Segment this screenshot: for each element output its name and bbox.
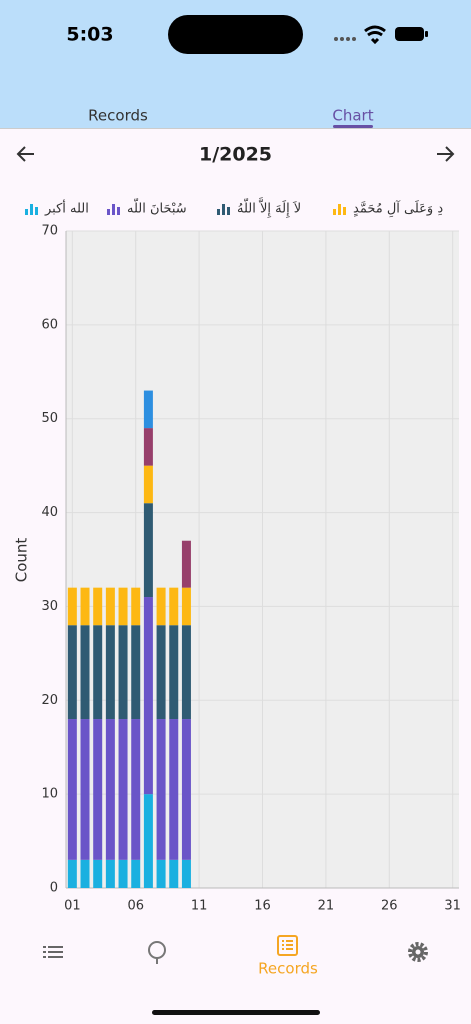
legend-icon — [338, 204, 341, 215]
y-tick-label: 70 — [41, 224, 58, 239]
legend-icon — [343, 207, 346, 215]
nav-records-list[interactable] — [43, 946, 63, 958]
bar-segment — [181, 540, 191, 588]
month-title: 1/2025 — [199, 144, 272, 166]
x-tick-label: 01 — [64, 899, 81, 914]
y-tick-label: 10 — [41, 787, 58, 802]
home-indicator — [152, 1010, 320, 1015]
next-month-button[interactable] — [437, 146, 455, 162]
legend-icon — [333, 209, 336, 215]
legend-label: لاَ إِلَهَ إِلاَّ اللّهُ — [237, 197, 301, 218]
legend-icon — [35, 207, 38, 215]
chart: الله أكبر سُبْحَانَ اللّه لاَ إِلَهَ إِلاَ… — [13, 197, 461, 914]
bar-segment — [156, 587, 166, 626]
bar-segment — [169, 719, 179, 860]
legend-icon — [30, 204, 33, 215]
tab-selected[interactable]: Chart — [332, 107, 373, 125]
x-tick-label: 11 — [191, 899, 208, 914]
bar-segment — [156, 859, 166, 888]
legend-icon — [117, 207, 120, 215]
nav-label[interactable]: Records — [258, 960, 318, 978]
bar-segment — [93, 719, 103, 860]
bar-segment — [181, 587, 191, 626]
bar-segment — [143, 597, 153, 795]
x-tick-label: 31 — [444, 899, 461, 914]
bar-segment — [156, 625, 166, 720]
dynamic-island — [168, 15, 303, 54]
bar-segment — [143, 390, 153, 429]
bar-segment — [67, 719, 77, 860]
x-tick-label: 21 — [318, 899, 335, 914]
tab[interactable]: Records — [88, 107, 148, 125]
bar-segment — [169, 625, 179, 720]
y-tick-label: 30 — [41, 599, 58, 614]
bar-segment — [169, 859, 179, 888]
bar-segment — [181, 859, 191, 888]
bar-segment — [105, 719, 115, 860]
legend-label: دِ وَعَلَى آلِ مُحَمَّدٍ — [353, 200, 443, 218]
legend-icon — [217, 209, 220, 215]
bar-segment — [143, 465, 153, 504]
x-tick-label: 16 — [254, 899, 271, 914]
y-tick-label: 40 — [41, 505, 58, 520]
legend-icon — [222, 204, 225, 215]
nav-settings[interactable] — [408, 942, 428, 962]
bar-segment — [105, 859, 115, 888]
bar-segment — [131, 859, 141, 888]
bar-segment — [143, 503, 153, 598]
nav-records-icon[interactable] — [277, 935, 298, 956]
bar-segment — [118, 625, 128, 720]
bar-segment — [80, 719, 90, 860]
bar-segment — [118, 719, 128, 860]
bar-segment — [80, 587, 90, 626]
bar-segment — [67, 587, 77, 626]
bar-segment — [80, 859, 90, 888]
y-tick-label: 50 — [41, 411, 58, 426]
bar-segment — [67, 859, 77, 888]
bar-segment — [67, 625, 77, 720]
legend-label: سُبْحَانَ اللّه — [127, 198, 187, 217]
tab-indicator — [333, 125, 373, 128]
bar-segment — [131, 625, 141, 720]
bar-segment — [80, 625, 90, 720]
y-tick-label: 60 — [41, 317, 58, 332]
bar-segment — [93, 587, 103, 626]
battery-tip — [425, 31, 428, 37]
bar-segment — [181, 625, 191, 720]
legend-icon — [227, 207, 230, 215]
y-axis-title: Count — [13, 538, 31, 583]
bar-segment — [93, 859, 103, 888]
bar-segment — [93, 625, 103, 720]
bar-segment — [156, 719, 166, 860]
bar-segment — [118, 587, 128, 626]
bar-segment — [169, 587, 179, 626]
bar-segment — [181, 719, 191, 860]
signal-icon — [334, 37, 356, 41]
bar-segment — [118, 859, 128, 888]
legend-icon — [107, 209, 110, 215]
bar-segment — [105, 587, 115, 626]
y-tick-label: 0 — [50, 881, 58, 896]
legend-icon — [25, 209, 28, 215]
prev-month-button[interactable] — [16, 146, 34, 162]
status-time: 5:03 — [66, 24, 113, 46]
bar-segment — [131, 719, 141, 860]
x-tick-label: 06 — [127, 899, 144, 914]
nav-tasbih[interactable] — [148, 941, 166, 964]
battery-icon — [395, 27, 424, 41]
bar-segment — [143, 794, 153, 888]
bar-segment — [131, 587, 141, 626]
wifi-icon — [364, 25, 386, 45]
bar-segment — [143, 428, 153, 466]
legend-icon — [112, 204, 115, 215]
y-tick-label: 20 — [41, 693, 58, 708]
bar-segment — [105, 625, 115, 720]
legend-label: الله أكبر — [44, 200, 89, 217]
x-tick-label: 26 — [381, 899, 398, 914]
